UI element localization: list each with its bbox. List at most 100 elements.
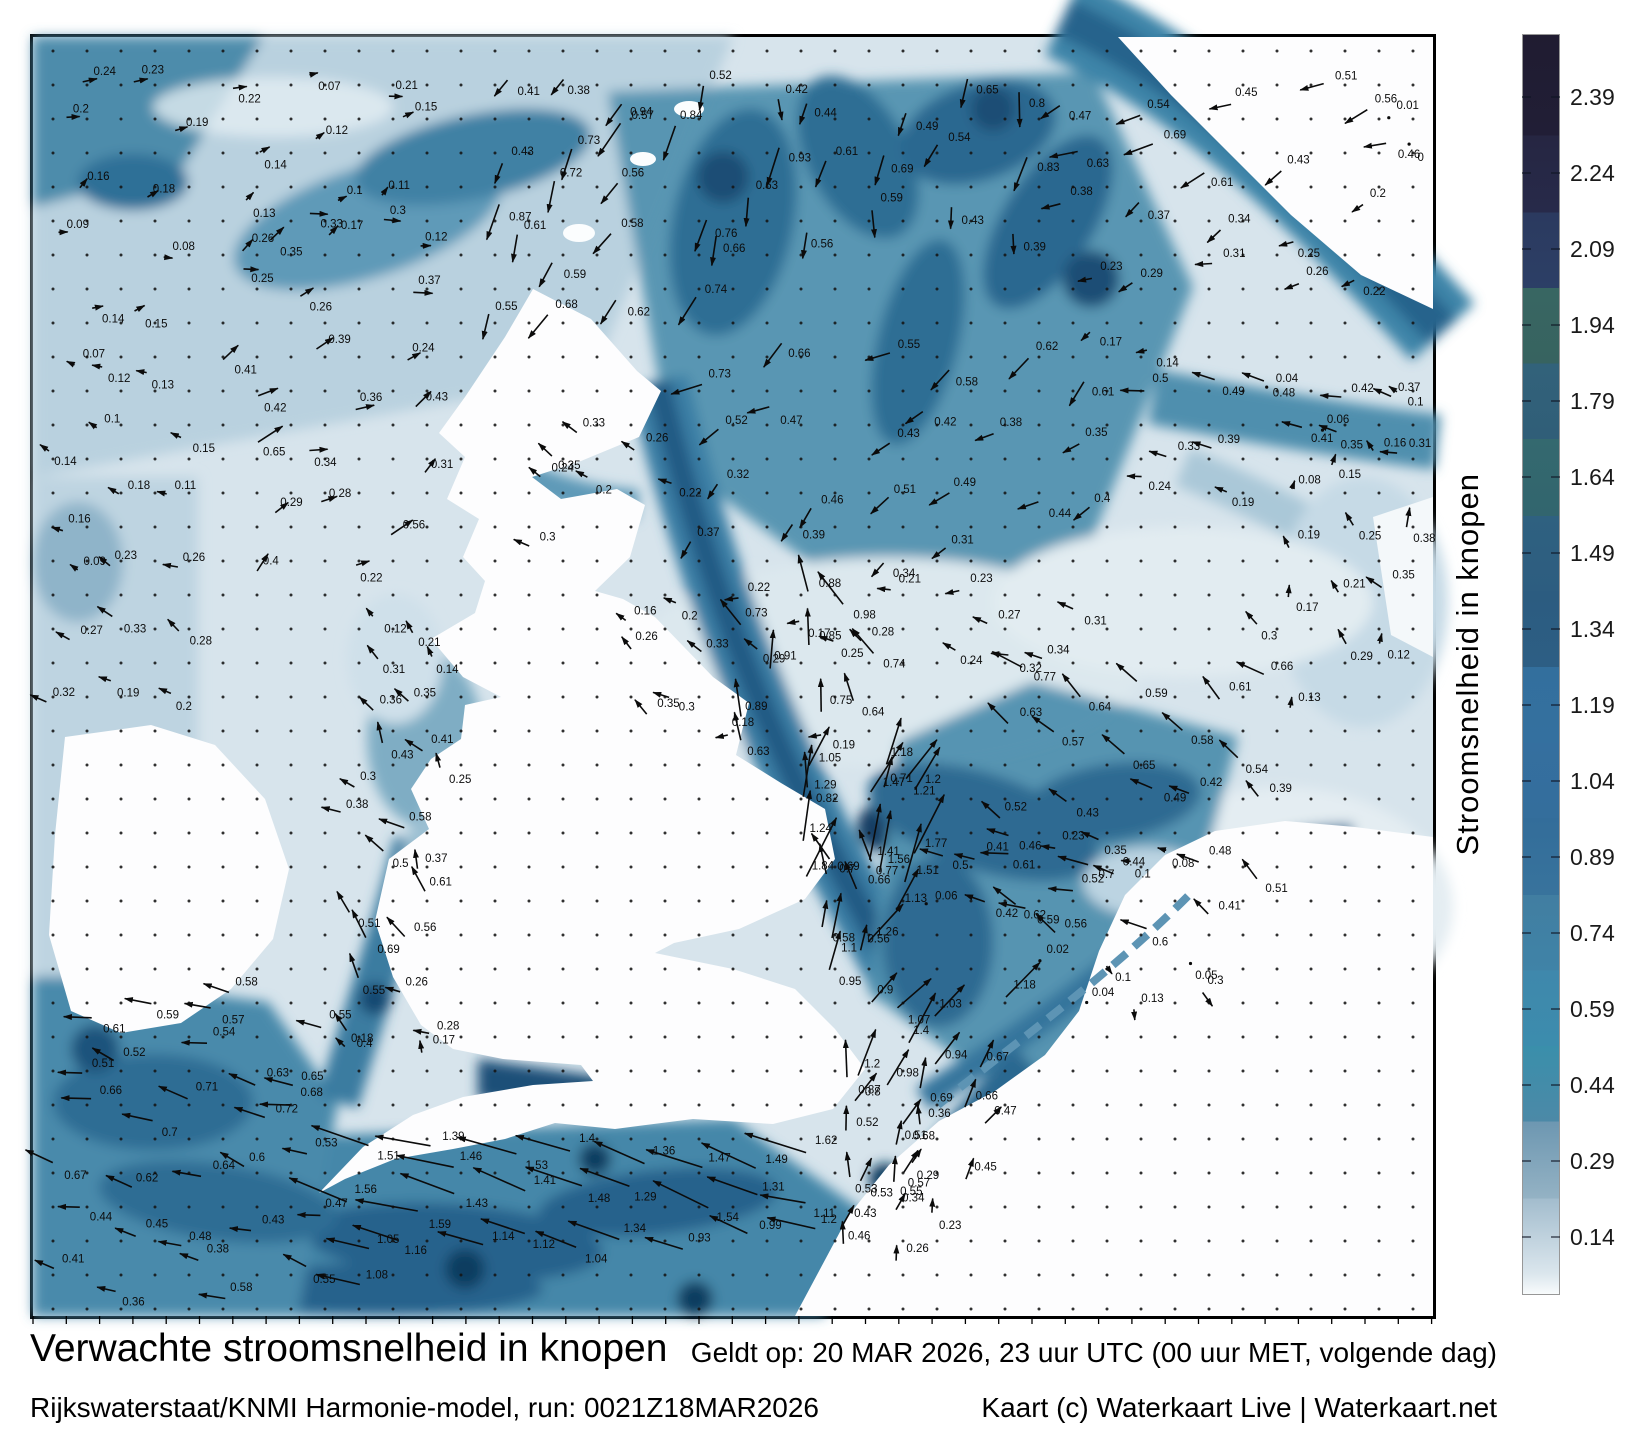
current-arrow [105, 1174, 133, 1188]
current-arrow [259, 146, 271, 154]
current-arrow [366, 644, 379, 660]
current-speed-value: 0.29 [1141, 268, 1163, 280]
colorbar-tickmark [1522, 96, 1531, 99]
current-speed-value: 0.56 [403, 519, 425, 531]
current-arrow [1061, 673, 1081, 698]
current-speed-value: 0.63 [267, 1067, 289, 1079]
current-arrow [511, 234, 519, 263]
current-speed-value: 0.55 [329, 1010, 351, 1022]
current-arrow [355, 560, 371, 567]
model-run-info: Rijkswaterstaat/KNMI Harmonie-model, run… [30, 1392, 819, 1423]
current-arrow [974, 433, 994, 442]
current-speed-value: 0.44 [90, 1212, 113, 1224]
current-speed-value: 0.37 [1398, 382, 1420, 394]
current-arrow [98, 556, 111, 567]
current-arrow [57, 1069, 83, 1076]
current-speed-value: 0.14 [436, 664, 459, 676]
current-speed-value: 0.06 [1327, 414, 1349, 426]
current-speed-value: 0.54 [1246, 764, 1269, 776]
current-speed-value: 0.94 [945, 1049, 968, 1061]
current-speed-value: 0.14 [54, 456, 77, 468]
current-speed-value: 0.61 [1211, 177, 1233, 189]
current-arrow [50, 526, 64, 533]
current-arrow [157, 1239, 182, 1247]
current-arrow [808, 726, 830, 767]
current-speed-value: 0.47 [994, 1106, 1016, 1118]
current-arrow [878, 810, 893, 873]
current-arrow [320, 806, 341, 813]
current-speed-value: 1.36 [653, 1146, 675, 1158]
current-speed-value: 1.05 [819, 753, 841, 765]
current-arrow [538, 262, 553, 288]
current-speed-value: 0.25 [449, 774, 471, 786]
current-arrow [719, 598, 742, 626]
current-arrow [710, 235, 717, 267]
current-speed-value: 0.82 [816, 793, 838, 805]
axis-edge-ticks [32, 1316, 1433, 1324]
current-speed-value: 0.26 [252, 233, 274, 245]
current-speed-value: 0.07 [318, 81, 340, 93]
current-speed-value: 0.42 [1200, 777, 1222, 789]
current-speed-value: 0.43 [897, 428, 919, 440]
current-speed-value: 0.66 [868, 874, 890, 886]
current-arrow [605, 103, 623, 127]
current-speed-value: 0.15 [145, 319, 167, 331]
current-arrow [698, 428, 719, 446]
current-arrow [156, 490, 167, 497]
current-arrow [700, 1142, 757, 1169]
current-arrow [245, 191, 255, 201]
current-arrow [923, 144, 939, 168]
current-arrow [1092, 864, 1114, 875]
current-arrow [424, 458, 437, 473]
current-arrow [167, 618, 180, 632]
current-speed-value: 0.29 [917, 1170, 939, 1182]
current-arrow [24, 1149, 54, 1164]
current-arrow [1013, 157, 1028, 192]
current-arrow [534, 1230, 577, 1248]
current-speed-value: 0.57 [222, 1014, 244, 1026]
current-speed-value: 0.65 [1133, 760, 1155, 772]
current-speed-value: 0.31 [1409, 438, 1431, 450]
current-arrow [404, 738, 423, 752]
current-arrow [1344, 109, 1368, 125]
current-arrow [821, 899, 829, 928]
current-speed-value: 0.38 [1000, 417, 1022, 429]
current-arrow [1372, 387, 1392, 398]
current-arrow [296, 1211, 321, 1218]
current-arrow [991, 650, 1023, 668]
current-arrow [135, 369, 147, 376]
current-arrow [413, 848, 419, 869]
current-arrow [1281, 421, 1303, 429]
colorbar-tickmark [1522, 476, 1531, 479]
current-speed-value: 0.91 [774, 651, 796, 663]
current-speed-value: 0.47 [325, 1198, 347, 1210]
current-arrow [870, 741, 904, 793]
current-arrow [1340, 279, 1355, 288]
current-speed-value: 1.26 [876, 926, 898, 938]
current-speed-value: 0.08 [1172, 858, 1194, 870]
current-speed-value: 0.49 [916, 121, 938, 133]
current-arrow [1193, 898, 1209, 915]
current-arrow [1010, 233, 1017, 255]
current-speed-value: 0.75 [830, 695, 852, 707]
current-speed-value: 0.02 [1047, 944, 1069, 956]
current-arrow [859, 1157, 873, 1182]
current-arrow [1278, 240, 1294, 247]
current-speed-value: 0.1 [1135, 869, 1151, 881]
current-speed-value: 0.95 [839, 976, 861, 988]
current-arrow [972, 616, 988, 625]
current-speed-value: 0.58 [409, 812, 431, 824]
colorbar-tickmark [1551, 248, 1560, 251]
current-speed-value: 0.43 [854, 1208, 876, 1220]
colorbar-tick-label: 2.39 [1570, 84, 1615, 111]
current-arrow [746, 406, 770, 414]
current-arrow [1005, 961, 1041, 998]
colorbar-tickmark [1522, 1083, 1531, 1086]
current-speed-value: 0.17 [341, 220, 363, 232]
current-speed-value: 0.04 [1276, 373, 1299, 385]
current-speed-value: 0.11 [175, 480, 197, 492]
current-speed-value: 0.51 [92, 1058, 114, 1070]
current-speed-value: 0.32 [53, 687, 75, 699]
current-arrow [96, 1286, 116, 1293]
current-arrow [524, 1166, 583, 1187]
